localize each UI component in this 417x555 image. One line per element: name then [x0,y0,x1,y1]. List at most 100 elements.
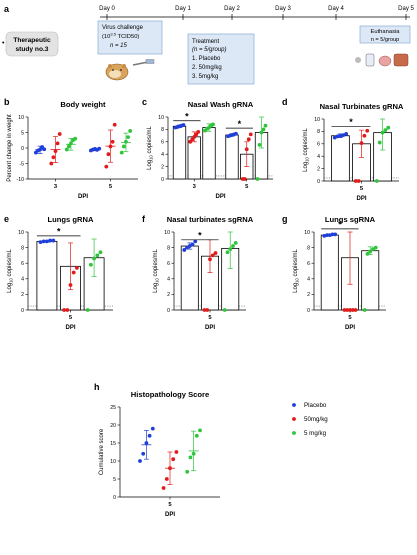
data-point-f [231,244,235,248]
y-tick-label-f: 8 [167,245,170,251]
data-point-f [228,247,233,252]
data-point-d [332,135,337,140]
y-tick-label-e: 0 [21,308,24,314]
data-point-d [344,131,349,136]
data-point-e [38,240,43,245]
y-tick-label-f: 2 [167,292,170,298]
data-point-b [97,146,102,151]
chart-e: e Lungs gRNA 0 2 4 6 8 10 Log10 copies/mL 5 DPI * [4,214,113,331]
y-tick-label-g: 8 [307,245,310,251]
data-point-b [124,139,128,144]
y-tick-label-h: 0 [113,495,116,501]
data-point-f [233,241,238,245]
data-point-b [110,139,115,144]
data-point-e [65,308,70,312]
data-point-g [342,308,347,312]
data-point-b [49,161,54,166]
data-point-e [75,265,79,270]
data-point-e [41,239,46,244]
y-label-d: Log10 copies/mL [303,127,310,171]
y-tick-label-h: 5 [113,477,116,483]
bar-c [225,134,239,180]
data-point-b [55,141,60,146]
treatment-item-2: 2. 50mg/kg [192,65,222,71]
day-label-0: Day 0 [99,6,115,12]
x-tick-label-c: 3 [193,184,197,190]
legend-marker-1 [292,417,296,421]
x-label-g: DPI [345,325,355,331]
data-point-g [368,249,373,254]
significance-mark-g: * [338,220,342,230]
data-point-h [185,469,190,474]
y-tick-label-e: 6 [21,261,24,267]
panel-label-a: a [4,4,10,14]
data-point-f [182,248,187,252]
data-point-b [126,135,130,140]
treatment-item-3: 3. 5mg/kg [192,74,218,80]
y-tick-label-b: 10 [18,115,24,121]
data-point-e [95,253,100,258]
data-point-h [164,477,169,481]
day-label-5: Day 5 [398,6,414,12]
data-point-c [257,143,262,147]
y-tick-label-b: -10 [17,177,25,183]
x-tick-label-d: 5 [360,186,364,192]
challenge-dose: (103.5 TCID50) [102,32,139,41]
chart-b: b Body weight -10 -5 0 5 10 Percent change in w… [4,97,138,200]
data-point-h [198,428,202,433]
data-point-b [73,136,78,141]
y-tick-label-f: 6 [167,261,170,267]
data-point-c [255,177,260,181]
data-point-e [98,250,103,255]
data-point-d [356,179,361,183]
data-point-c [181,123,186,127]
data-point-g [333,232,338,237]
data-point-b [53,149,58,154]
study-box [5,31,59,57]
data-point-b [69,141,73,146]
chart-area: b Body weight -10 -5 0 5 10 Percent change in w… [4,97,404,518]
y-tick-label-b: 5 [21,130,24,136]
x-tick-label-b: 5 [109,184,113,190]
y-tick-label-c: 4 [161,152,164,158]
bar-g [320,234,339,311]
y-tick-label-h: 10 [110,459,116,465]
chart-title-g: Lungs sgRNA [325,215,376,224]
y-tick-label-f: 10 [164,230,170,236]
study-label-line1: Therapeutic [13,37,51,44]
treatment-item-1: 1. Placebo [192,56,221,62]
x-label-f: DPI [205,325,215,331]
euthanasia-n: n = 5/group [371,37,399,43]
data-point-d [335,134,340,139]
x-label-b: DPI [78,194,88,200]
data-point-e [48,238,52,243]
data-point-g [350,308,355,312]
data-point-d [377,140,382,145]
x-tick-label-e: 5 [69,315,73,321]
panel-label-g: g [282,214,288,224]
data-point-f [193,239,198,244]
bar-f [180,245,199,311]
legend-marker-2 [292,431,296,435]
panel-label-e: e [4,214,9,224]
data-point-f [208,257,212,262]
y-tick-label-d: 4 [317,154,320,160]
legend-label-2: 5 mg/kg [304,430,327,437]
y-tick-label-g: 4 [307,277,310,283]
chart-title-e: Lungs gRNA [48,215,94,224]
challenge-box [97,20,163,55]
timeline-panel: a Therapeutic study no.3 • Day 0 Day 1 Day… [2,4,414,85]
x-label-h: DPI [165,512,175,518]
data-point-e [85,308,90,312]
data-point-f [205,308,210,312]
data-point-b [57,132,62,136]
data-point-e [45,239,49,244]
day-label-3: Day 3 [275,6,291,12]
data-point-e [68,283,73,287]
data-point-h [147,433,152,438]
y-label-c: Log10 copies/mL [147,125,154,169]
data-point-e [71,270,76,275]
study-label-line2: study no.3 [16,46,49,53]
day-label-1: Day 1 [175,6,191,12]
